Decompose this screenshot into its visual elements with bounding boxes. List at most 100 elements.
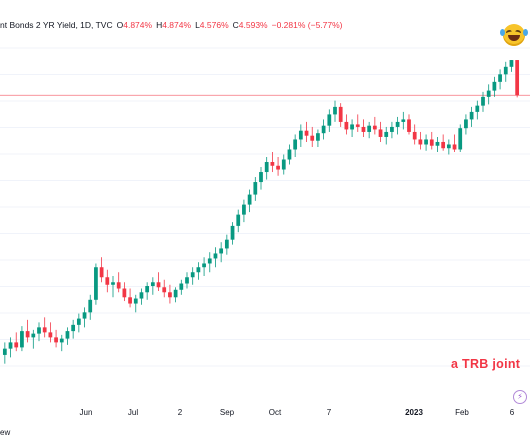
x-tick-label: Jul [128,408,138,417]
candle-body [224,239,229,249]
candle-body [20,331,24,348]
candle-body [310,135,315,141]
x-tick-label: 2023 [405,408,423,417]
candle-body [515,60,520,96]
watermark-text: a TRB joint [451,357,521,371]
candle-body [207,258,212,264]
high-value: 4.874% [162,20,192,30]
candle-body [412,131,417,140]
x-tick-label: Oct [269,408,282,417]
candle-body [173,289,178,298]
candle-body [407,119,411,132]
close-label: C [232,20,239,30]
candle-body [338,106,343,122]
candle-body [458,128,463,150]
chart-header: nt Bonds 2 YR Yield, 1D, TVC O 4.874% H 4.… [0,20,343,30]
candle-body [105,277,110,285]
candle-body [42,327,47,333]
x-tick-label: 2 [178,408,183,417]
candle-body [71,324,76,332]
candle-body [418,139,423,145]
footer-text: ew [0,428,11,437]
change-value: −0.281% (−5.77%) [271,20,343,30]
candle-body [37,327,41,334]
lightning-icon[interactable]: ⚡ [513,390,527,404]
candle-body [446,144,451,149]
candle-body [316,133,320,141]
candle-body [150,282,155,287]
candle-body [139,292,144,299]
candle-body [333,106,337,115]
candle-body [128,297,132,304]
candle-body [48,332,53,338]
candle-body [361,126,366,132]
candle-body [156,282,161,288]
x-tick-label: 7 [327,408,332,417]
candle-body [355,124,360,127]
candle-body [196,267,201,273]
candle-body [469,111,474,120]
candle-body [162,287,167,293]
candle-body [424,139,428,145]
candle-body [236,214,241,226]
candle-body [76,318,81,325]
candle-body [441,141,446,149]
candle-body [395,121,400,127]
candle-body [230,225,235,240]
candle-body [492,81,497,91]
candle-body [253,182,258,195]
open-value: 4.874% [123,20,153,30]
symbol-title: nt Bonds 2 YR Yield, 1D, TVC [0,20,113,30]
candle-body [94,267,98,300]
x-tick-label: 6 [510,408,515,417]
candle-body [327,114,332,126]
candle-body [287,149,292,160]
candle-body [435,141,440,146]
candle-body [270,162,275,166]
candles [2,60,520,364]
candle-body [372,125,377,130]
candle-body [498,74,502,82]
candle-body [65,331,70,339]
candle-body [259,172,263,183]
candle-body [185,277,189,284]
low-value: 4.576% [199,20,229,30]
candle-body [179,283,184,290]
candle-body [168,292,172,298]
candle-body [8,342,13,349]
candle-body [464,119,468,129]
candle-body [486,90,491,97]
candle-body [213,253,218,259]
laughing-emoji-icon [500,24,528,46]
candle-body [350,124,354,130]
candle-body [452,144,457,150]
candle-body [145,286,150,293]
candle-body [247,194,252,205]
candle-body [475,105,480,112]
candle-body [82,312,87,319]
candle-body [503,66,508,75]
candle-body [367,125,372,132]
candle-body [429,139,434,146]
candle-body [14,342,19,348]
low-label: L [195,20,200,30]
candle-body [293,139,298,150]
candle-body [242,204,246,215]
open-label: O [116,20,124,30]
candle-body [116,282,121,289]
grid-lines [0,47,530,367]
candle-body [219,248,224,254]
candle-body [59,338,64,343]
x-tick-label: Feb [455,408,469,417]
candle-body [304,130,309,136]
candle-body [401,119,406,122]
candle-body [99,267,104,278]
candle-body [264,162,269,173]
close-value: 4.593% [238,20,268,30]
candle-body [122,288,127,298]
x-axis: Jun Jul 2 Sep Oct 7 2023 Feb 6 [80,408,515,417]
candle-body [281,159,286,170]
candle-body [133,298,138,304]
candle-body [481,96,485,106]
